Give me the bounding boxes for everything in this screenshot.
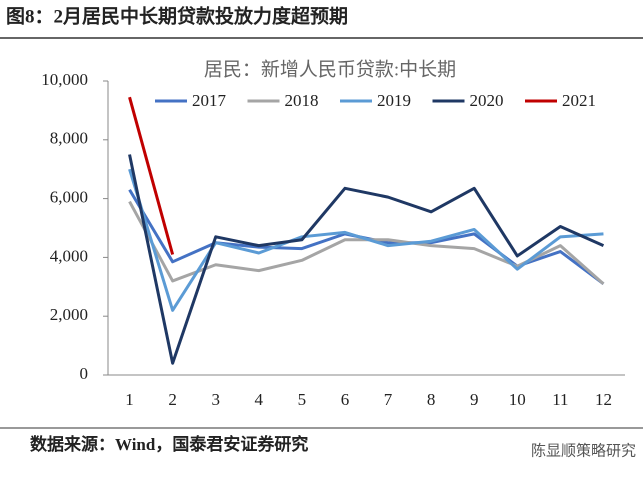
legend-label: 2021 [562,91,596,110]
y-tick-label: 2,000 [50,305,88,324]
series-line [128,96,175,255]
legend-label: 2018 [285,91,319,110]
series-line [128,200,605,285]
series-line [128,154,605,365]
x-tick-label: 1 [125,390,134,409]
x-tick-label: 4 [255,390,264,409]
x-tick-label: 8 [427,390,436,409]
y-tick-label: 4,000 [50,246,88,265]
y-tick-label: 0 [80,364,89,383]
x-tick-label: 9 [470,390,479,409]
x-tick-label: 11 [552,390,568,409]
x-tick-label: 10 [509,390,526,409]
legend-label: 2017 [192,91,227,110]
watermark: 陈显顺策略研究 [531,441,636,459]
legend-label: 2020 [470,91,504,110]
series-line [128,168,604,312]
y-tick-label: 10,000 [41,70,88,89]
x-tick-label: 6 [341,390,350,409]
x-tick-label: 7 [384,390,393,409]
x-tick-label: 2 [168,390,177,409]
x-tick-label: 5 [298,390,307,409]
y-tick-label: 6,000 [50,188,88,207]
legend-label: 2019 [377,91,411,110]
x-tick-label: 3 [211,390,220,409]
chart-title: 居民：新增人民币贷款:中长期 [204,58,456,80]
source: 数据来源：Wind，国泰君安证券研究 [30,434,308,454]
caption: 图8：2月居民中长期贷款投放力度超预期 [6,4,348,27]
x-tick-label: 12 [595,390,612,409]
y-tick-label: 8,000 [50,129,88,148]
